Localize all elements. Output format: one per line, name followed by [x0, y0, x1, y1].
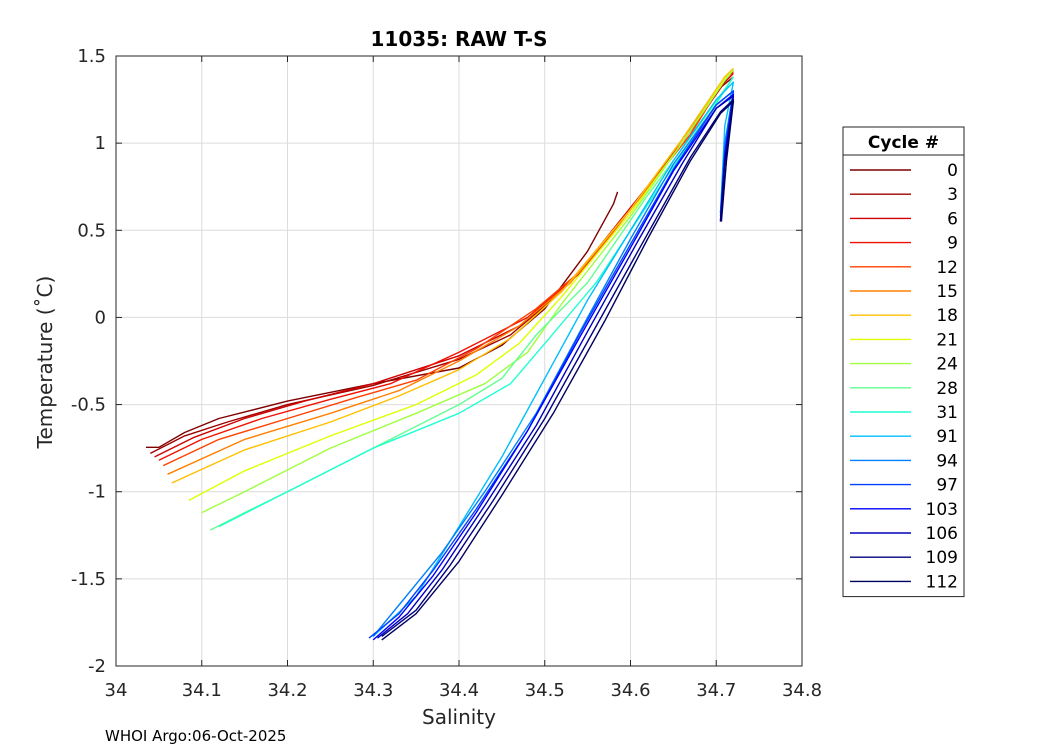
- series-lines: [146, 67, 735, 641]
- x-tick-label: 34.1: [182, 680, 222, 701]
- series-line-cycle-15: [167, 69, 734, 475]
- legend-entry-label: 12: [936, 258, 958, 278]
- legend: Cycle # 0 3 6 9 12 15 18 21 24 28 31 91 94 97 103 106 109…: [842, 126, 965, 598]
- legend-entry-label: 3: [947, 185, 958, 205]
- x-tick-label: 34.8: [782, 680, 822, 701]
- legend-entry-label: 9: [947, 234, 958, 254]
- legend-entry-label: 109: [926, 548, 958, 568]
- y-tick-label: 1: [95, 133, 106, 154]
- y-tick-label: -0.5: [71, 395, 106, 416]
- y-tick-label: -1: [88, 482, 106, 503]
- legend-entry-label: 24: [936, 355, 958, 375]
- legend-entry-label: 6: [947, 209, 958, 229]
- series-line-cycle-109: [381, 98, 735, 637]
- y-tick-label: -1.5: [71, 569, 106, 590]
- series-line-cycle-9: [158, 71, 734, 461]
- x-tick-label: 34.7: [696, 680, 736, 701]
- series-line-cycle-112: [381, 100, 735, 641]
- legend-entry-label: 103: [926, 500, 958, 520]
- legend-box: [842, 126, 965, 598]
- series-line-cycle-18: [171, 67, 734, 484]
- legend-entry-label: 21: [936, 330, 958, 350]
- footer-stamp: WHOI Argo:06-Oct-2025: [105, 727, 286, 745]
- x-tick-label: 34.4: [439, 680, 479, 701]
- legend-entry-label: 106: [926, 524, 958, 544]
- series-line-cycle-31: [218, 76, 734, 528]
- y-tick-label: -2: [88, 656, 106, 677]
- series-line-cycle-91: [372, 81, 735, 637]
- legend-entry-label: 18: [936, 306, 958, 326]
- series-line-cycle-97: [368, 90, 735, 639]
- legend-entry-label: 97: [936, 476, 958, 496]
- axis-ticks: 34 34.1 34.2 34.3 34.4 34.5 34.6 34.7 34.8 1.5 1 0.…: [71, 46, 822, 701]
- y-tick-label: 0.5: [77, 220, 106, 241]
- series-line-cycle-21: [188, 69, 734, 502]
- legend-entry-label: 28: [936, 379, 958, 399]
- y-axis-label: Temperature (˚C): [33, 276, 57, 450]
- x-tick-label: 34: [105, 680, 128, 701]
- y-tick-label: 0: [95, 307, 106, 328]
- series-line-cycle-106: [377, 95, 735, 639]
- legend-title: Cycle #: [868, 133, 939, 153]
- series-line-cycle-24: [201, 69, 734, 514]
- series-line-cycle-0: [146, 191, 619, 448]
- series-line-cycle-28: [209, 76, 734, 531]
- x-axis-label: Salinity: [422, 705, 496, 729]
- x-tick-label: 34.6: [610, 680, 650, 701]
- legend-entry-label: 112: [926, 572, 958, 592]
- chart-title: 11035: RAW T-S: [371, 27, 548, 51]
- x-tick-label: 34.3: [353, 680, 393, 701]
- series-line-cycle-6: [154, 72, 734, 458]
- series-line-cycle-3: [149, 76, 734, 455]
- x-tick-label: 34.2: [267, 680, 307, 701]
- series-line-cycle-12: [162, 69, 734, 467]
- legend-entry-label: 94: [936, 451, 958, 471]
- legend-entry-label: 0: [947, 161, 958, 181]
- legend-entry-label: 91: [936, 427, 958, 447]
- y-tick-label: 1.5: [77, 46, 106, 67]
- x-tick-label: 34.5: [525, 680, 565, 701]
- legend-entry-label: 15: [936, 282, 958, 302]
- legend-entry-label: 31: [936, 403, 958, 423]
